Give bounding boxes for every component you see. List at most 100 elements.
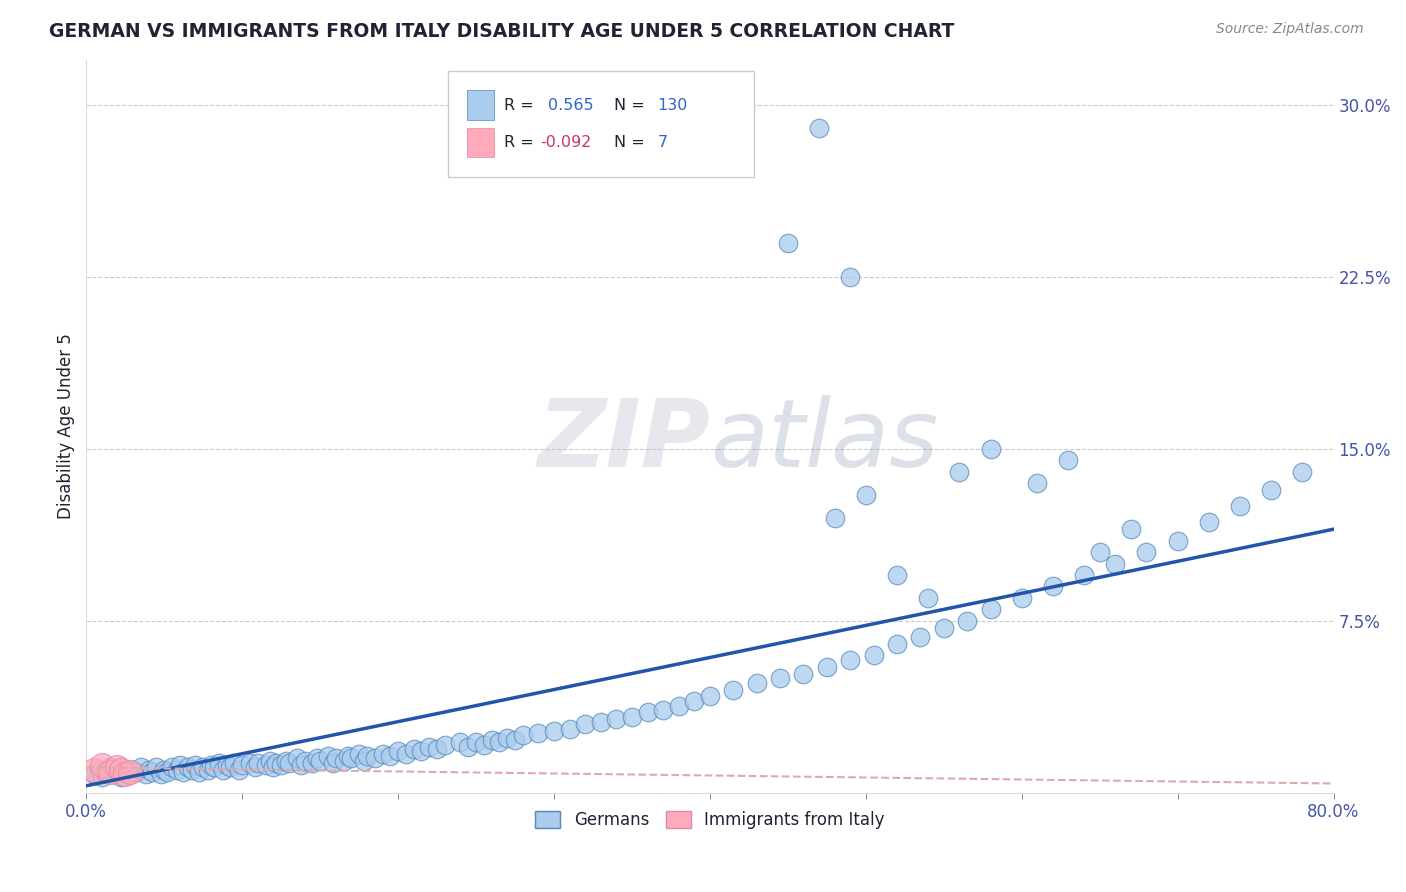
Point [543, 723, 565, 738]
Point [200, 758, 222, 772]
Point [270, 758, 292, 772]
Point [145, 760, 167, 774]
Point [274, 754, 297, 768]
Point [637, 706, 659, 720]
Point [886, 637, 908, 651]
Point [652, 703, 675, 717]
Point [262, 760, 284, 774]
Point [449, 735, 471, 749]
Point [290, 758, 312, 772]
Point [332, 754, 354, 768]
Point [114, 765, 136, 780]
Point [1260, 483, 1282, 498]
Point [1073, 568, 1095, 582]
Point [472, 738, 495, 752]
Legend: Germans, Immigrants from Italy: Germans, Immigrants from Italy [529, 804, 891, 836]
Text: 7: 7 [658, 135, 668, 150]
Point [337, 749, 360, 764]
Point [574, 717, 596, 731]
Point [956, 614, 979, 628]
Point [395, 747, 418, 761]
Point [83, 763, 105, 777]
Text: -0.092: -0.092 [540, 135, 592, 150]
Point [503, 733, 526, 747]
Point [745, 675, 768, 690]
Point [305, 751, 328, 765]
Point [465, 735, 488, 749]
Text: ZIP: ZIP [537, 395, 710, 487]
Point [1291, 465, 1313, 479]
Point [169, 758, 191, 772]
Point [202, 760, 225, 774]
Point [254, 758, 277, 772]
Point [153, 763, 176, 777]
Point [776, 235, 799, 250]
Point [855, 488, 877, 502]
Point [156, 765, 179, 780]
Point [1104, 557, 1126, 571]
Point [488, 735, 510, 749]
Point [118, 765, 141, 780]
Point [90, 758, 112, 772]
Point [110, 763, 132, 777]
Point [166, 763, 188, 777]
FancyBboxPatch shape [467, 128, 494, 157]
Point [181, 763, 204, 777]
Point [239, 756, 262, 770]
Point [150, 767, 173, 781]
Text: atlas: atlas [710, 395, 938, 486]
Point [1119, 522, 1142, 536]
Text: R =: R = [505, 135, 534, 150]
Point [886, 568, 908, 582]
Point [301, 756, 323, 770]
Point [197, 763, 219, 777]
Point [824, 510, 846, 524]
Point [278, 756, 301, 770]
Point [1042, 579, 1064, 593]
Point [160, 760, 183, 774]
Point [1088, 545, 1111, 559]
Point [481, 733, 503, 747]
Point [620, 710, 643, 724]
Point [387, 744, 409, 758]
Point [411, 744, 433, 758]
Point [122, 763, 145, 777]
Point [184, 758, 207, 772]
Y-axis label: Disability Age Under 5: Disability Age Under 5 [58, 334, 75, 519]
Point [699, 690, 721, 704]
Point [193, 760, 215, 774]
Point [364, 751, 387, 765]
Point [340, 751, 363, 765]
Point [94, 765, 117, 780]
Text: GERMAN VS IMMIGRANTS FROM ITALY DISABILITY AGE UNDER 5 CORRELATION CHART: GERMAN VS IMMIGRANTS FROM ITALY DISABILI… [49, 22, 955, 41]
Point [1229, 500, 1251, 514]
Point [322, 756, 344, 770]
Text: N =: N = [614, 135, 644, 150]
Point [980, 442, 1002, 456]
Point [433, 738, 456, 752]
Point [218, 760, 240, 774]
Point [589, 714, 612, 729]
Point [380, 749, 402, 764]
Point [792, 666, 814, 681]
Point [325, 751, 347, 765]
Point [371, 747, 394, 761]
Point [110, 770, 132, 784]
Point [1135, 545, 1157, 559]
Point [512, 728, 534, 742]
Point [231, 758, 253, 772]
Point [426, 742, 449, 756]
Text: Source: ZipAtlas.com: Source: ZipAtlas.com [1216, 22, 1364, 37]
Point [243, 760, 266, 774]
Point [285, 751, 308, 765]
Point [107, 763, 129, 777]
Point [125, 765, 148, 780]
Point [980, 602, 1002, 616]
Point [98, 760, 121, 774]
Point [107, 760, 129, 774]
Point [208, 756, 231, 770]
Text: R =: R = [505, 97, 534, 112]
Point [862, 648, 884, 663]
FancyBboxPatch shape [449, 70, 754, 177]
Point [1057, 453, 1080, 467]
